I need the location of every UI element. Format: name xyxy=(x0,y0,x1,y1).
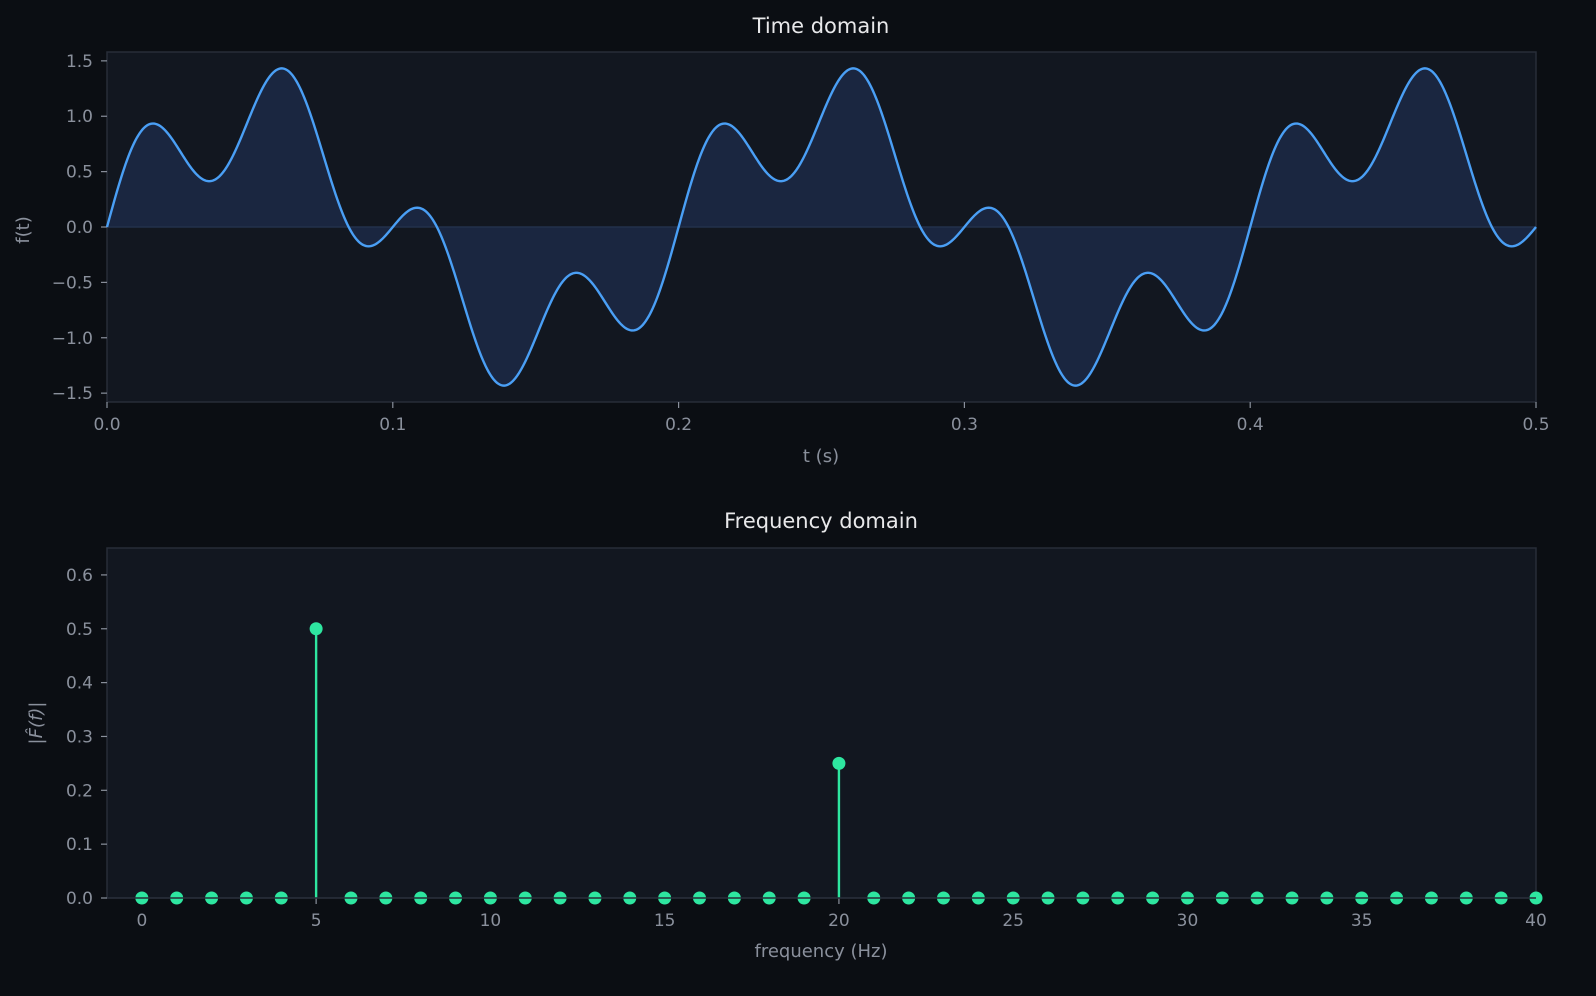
stem-marker xyxy=(309,622,323,636)
y-tick-label: 0.3 xyxy=(66,727,93,747)
x-tick-label: 25 xyxy=(1002,911,1024,931)
frequency-domain-title: Frequency domain xyxy=(724,509,918,533)
x-tick-label: 10 xyxy=(480,911,502,931)
y-tick-label: −1.5 xyxy=(52,384,93,404)
y-tick-label: 0.0 xyxy=(66,889,93,909)
x-tick-label: 0.3 xyxy=(951,415,978,435)
x-tick-label: 35 xyxy=(1351,911,1373,931)
y-tick-label: 1.0 xyxy=(66,107,93,127)
time-domain-ylabel: f(t) xyxy=(13,216,34,243)
frequency-domain-ylabel: |F̂(f)| xyxy=(26,702,47,745)
x-tick-label: 40 xyxy=(1525,911,1547,931)
time-domain-title: Time domain xyxy=(752,14,890,38)
x-tick-label: 0 xyxy=(136,911,147,931)
x-tick-label: 15 xyxy=(654,911,676,931)
y-tick-label: −0.5 xyxy=(52,273,93,293)
frequency-domain-axes: Frequency domain frequency (Hz) |F̂(f)| … xyxy=(26,509,1547,962)
y-tick-label: 0.4 xyxy=(66,674,93,694)
frequency-domain-xlabel: frequency (Hz) xyxy=(754,941,887,962)
y-tick-label: 0.0 xyxy=(66,218,93,238)
y-tick-label: 0.6 xyxy=(66,566,93,586)
y-tick-label: 0.2 xyxy=(66,781,93,801)
y-tick-label: −1.0 xyxy=(52,329,93,349)
x-tick-label: 0.1 xyxy=(379,415,406,435)
signal-line xyxy=(105,67,1537,387)
stem-marker xyxy=(832,756,846,770)
time-domain-axes: Time domain t (s) f(t) 0.0 0.1 0.2 0.3 0.4 0.… xyxy=(13,14,1550,467)
plot-area xyxy=(106,547,1537,899)
x-tick-label: 0.5 xyxy=(1522,415,1549,435)
y-tick-label: 0.1 xyxy=(66,835,93,855)
x-tick-label: 20 xyxy=(828,911,850,931)
x-tick-label: 0.0 xyxy=(93,415,120,435)
x-tick-label: 30 xyxy=(1177,911,1199,931)
x-tick-label: 5 xyxy=(311,911,322,931)
x-tick-label: 0.4 xyxy=(1237,415,1264,435)
time-domain-xlabel: t (s) xyxy=(803,446,839,467)
y-tick-label: 0.5 xyxy=(66,620,93,640)
y-tick-label: 0.5 xyxy=(66,163,93,183)
y-tick-label: 1.5 xyxy=(66,52,93,72)
x-tick-label: 0.2 xyxy=(665,415,692,435)
